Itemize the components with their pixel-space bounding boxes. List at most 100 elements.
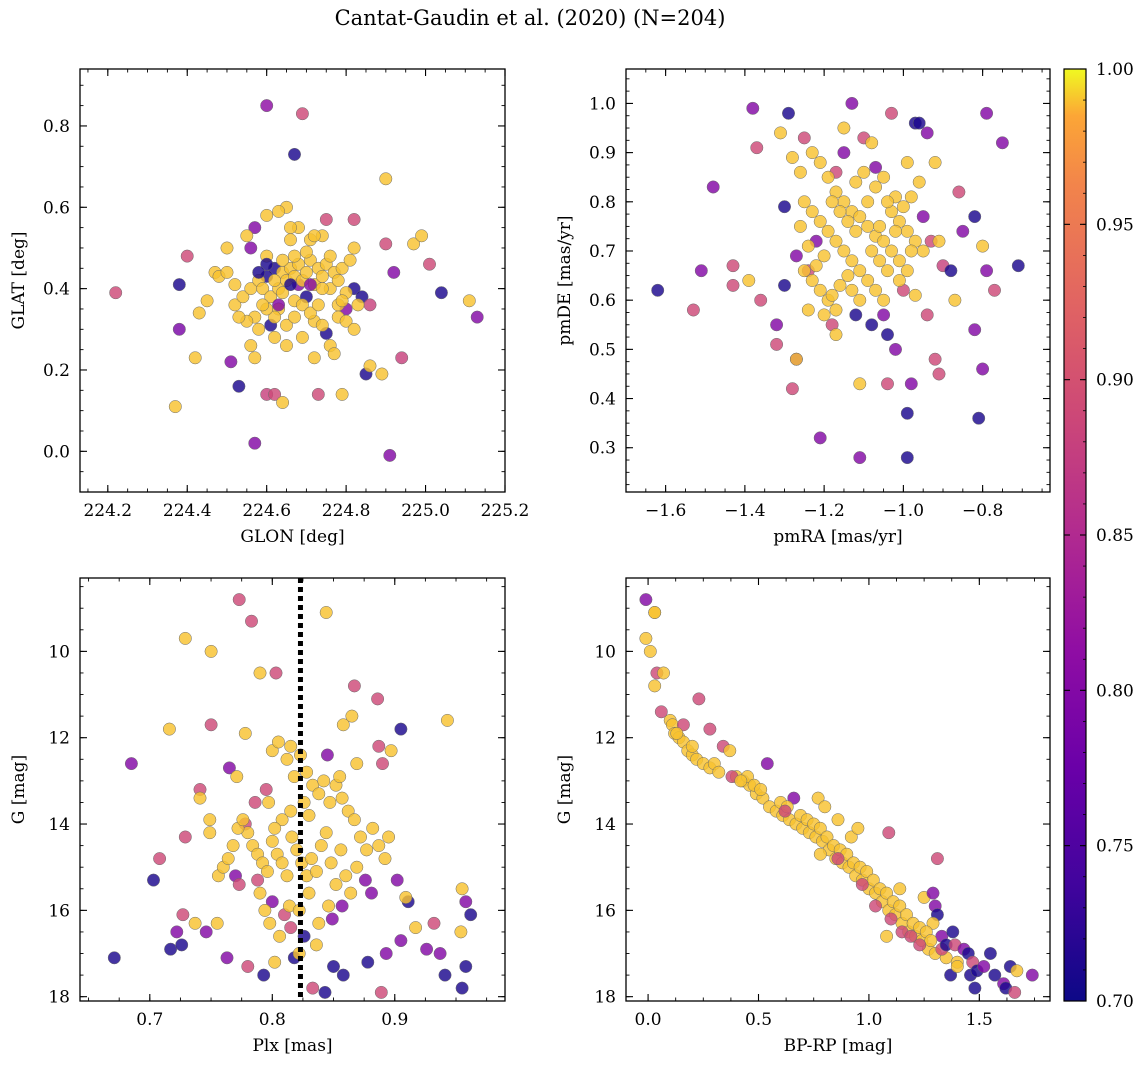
scatter-point xyxy=(778,804,792,818)
scatter-point xyxy=(327,960,340,973)
scatter-point xyxy=(361,955,375,969)
scatter-point xyxy=(319,826,333,840)
scatter-point xyxy=(284,278,297,292)
scatter-point xyxy=(459,895,473,909)
scatter-point xyxy=(928,352,942,366)
scatter-point xyxy=(307,229,321,243)
scatter-point xyxy=(253,886,267,900)
x-axis-label: GLON [deg] xyxy=(240,527,344,547)
scatter-point xyxy=(900,224,914,238)
scatter-point xyxy=(366,821,380,835)
scatter-point xyxy=(427,916,441,930)
scatter-point xyxy=(861,274,875,287)
scatter-point xyxy=(168,400,182,414)
scatter-point xyxy=(288,310,301,324)
scatter-point xyxy=(845,283,859,297)
scatter-point xyxy=(232,878,246,891)
scatter-point xyxy=(339,314,353,328)
scatter-points xyxy=(639,593,1039,999)
plot-area xyxy=(626,578,1050,1001)
scatter-point xyxy=(853,293,867,307)
scatter-point xyxy=(339,869,353,883)
scatter-point xyxy=(232,310,246,324)
scatter-point xyxy=(336,718,350,732)
scatter-point xyxy=(260,208,274,222)
scatter-point xyxy=(394,722,408,736)
scatter-point xyxy=(256,282,270,296)
y-tick-label: 0.5 xyxy=(589,340,616,360)
scatter-point xyxy=(390,873,404,887)
scatter-point xyxy=(345,709,359,723)
colorbar-tick-label: 0.70 xyxy=(1096,992,1134,1012)
y-axis-label: pmDE [mas/yr] xyxy=(555,215,575,345)
y-tick-label: 0.6 xyxy=(589,291,616,311)
scatter-point xyxy=(829,234,843,248)
scatter-point xyxy=(147,873,160,887)
scatter-point xyxy=(280,318,293,332)
y-axis-label: GLAT [deg] xyxy=(9,231,29,329)
scatter-point xyxy=(200,294,214,308)
scatter-point xyxy=(303,278,317,292)
scatter-point xyxy=(284,804,298,818)
scatter-point xyxy=(395,351,409,365)
scatter-point xyxy=(813,283,827,297)
scatter-point xyxy=(860,865,874,878)
scatter-point xyxy=(774,126,787,140)
scatter-point xyxy=(946,925,960,939)
scatter-point xyxy=(323,795,337,809)
scatter-point xyxy=(162,722,176,736)
scatter-point xyxy=(302,886,316,900)
scatter-point xyxy=(204,644,218,658)
scatter-point xyxy=(912,116,926,130)
y-tick-label: 16 xyxy=(48,901,70,921)
scatter-point xyxy=(639,593,653,607)
panels-group: 224.2 224.4 224.6 224.8 225.0 225.2 0.0 0.2 0.4 0… xyxy=(9,68,1051,1056)
scatter-point xyxy=(797,131,811,145)
scatter-point xyxy=(944,264,958,278)
scatter-point xyxy=(415,229,429,243)
scatter-point xyxy=(329,878,343,891)
scatter-point xyxy=(315,318,329,332)
scatter-point xyxy=(351,298,365,312)
scatter-point xyxy=(817,308,831,322)
scatter-point xyxy=(651,283,665,297)
scatter-point xyxy=(284,921,298,935)
y-tick-label: 0.7 xyxy=(589,242,616,262)
scatter-point xyxy=(335,294,349,308)
scatter-point xyxy=(347,813,361,827)
scatter-point xyxy=(885,106,898,120)
scatter-point xyxy=(285,830,299,844)
x-tick-label: 224.6 xyxy=(242,501,291,521)
scatter-point xyxy=(268,821,282,835)
scatter-point xyxy=(331,274,345,287)
panel-cmd: 0.0 0.5 1.0 1.5 10 12 14 16 18 BP-RP [mag] G [mag] xyxy=(555,577,1051,1056)
scatter-point xyxy=(944,968,958,982)
scatter-point xyxy=(295,107,309,121)
scatter-point xyxy=(833,278,847,292)
scatter-point xyxy=(817,249,831,263)
scatter-point xyxy=(896,200,910,214)
scatter-point xyxy=(280,752,294,766)
scatter-point xyxy=(358,873,372,887)
scatter-point xyxy=(692,692,706,706)
scatter-point xyxy=(920,126,934,140)
scatter-point xyxy=(379,172,393,186)
plot-area xyxy=(80,578,505,1001)
scatter-point xyxy=(303,306,317,320)
scatter-point xyxy=(188,916,202,930)
scatter-point xyxy=(789,352,803,366)
scatter-point xyxy=(785,151,799,164)
scatter-point xyxy=(928,156,942,169)
scatter-point xyxy=(178,830,192,844)
scatter-point xyxy=(124,757,138,771)
scatter-point xyxy=(639,631,653,645)
y-axis-label: G [mag] xyxy=(9,755,29,824)
scatter-point xyxy=(892,254,906,268)
scatter-point xyxy=(387,265,401,279)
scatter-point xyxy=(841,269,855,283)
y-tick-label: 0.6 xyxy=(43,198,70,218)
scatter-point xyxy=(892,274,906,287)
scatter-point xyxy=(948,293,962,307)
scatter-point xyxy=(220,241,234,255)
scatter-point xyxy=(904,244,918,258)
